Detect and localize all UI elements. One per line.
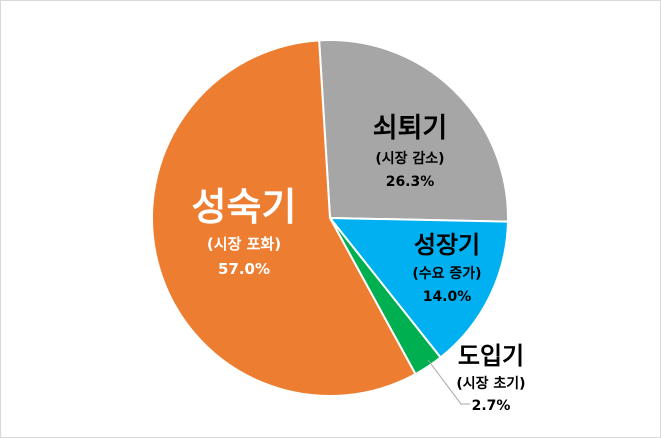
pie-slice-growth <box>327 216 509 359</box>
decline-name-label: 쇠퇴기 <box>373 113 448 144</box>
mature-percent-label: 57.0% <box>218 260 270 278</box>
growth-sub-label: (수요 증가) <box>412 266 481 282</box>
decline-sub-label: (시장 감소) <box>375 150 444 167</box>
intro-leader-line <box>427 359 470 405</box>
decline-percent-label: 26.3% <box>386 174 435 190</box>
pie-slices <box>151 38 509 397</box>
intro-percent-label: 2.7% <box>472 398 511 414</box>
intro-sub-label: (시장 초기) <box>456 375 525 392</box>
intro-name-label: 도입기 <box>458 342 524 370</box>
mature-name-label: 성숙기 <box>192 185 297 229</box>
pie-slice-decline <box>318 38 509 223</box>
pie-slice-mature <box>151 39 417 397</box>
mature-sub-label: (시장 포화) <box>207 235 281 253</box>
growth-percent-label: 14.0% <box>423 289 472 305</box>
growth-name-label: 성장기 <box>414 231 480 259</box>
